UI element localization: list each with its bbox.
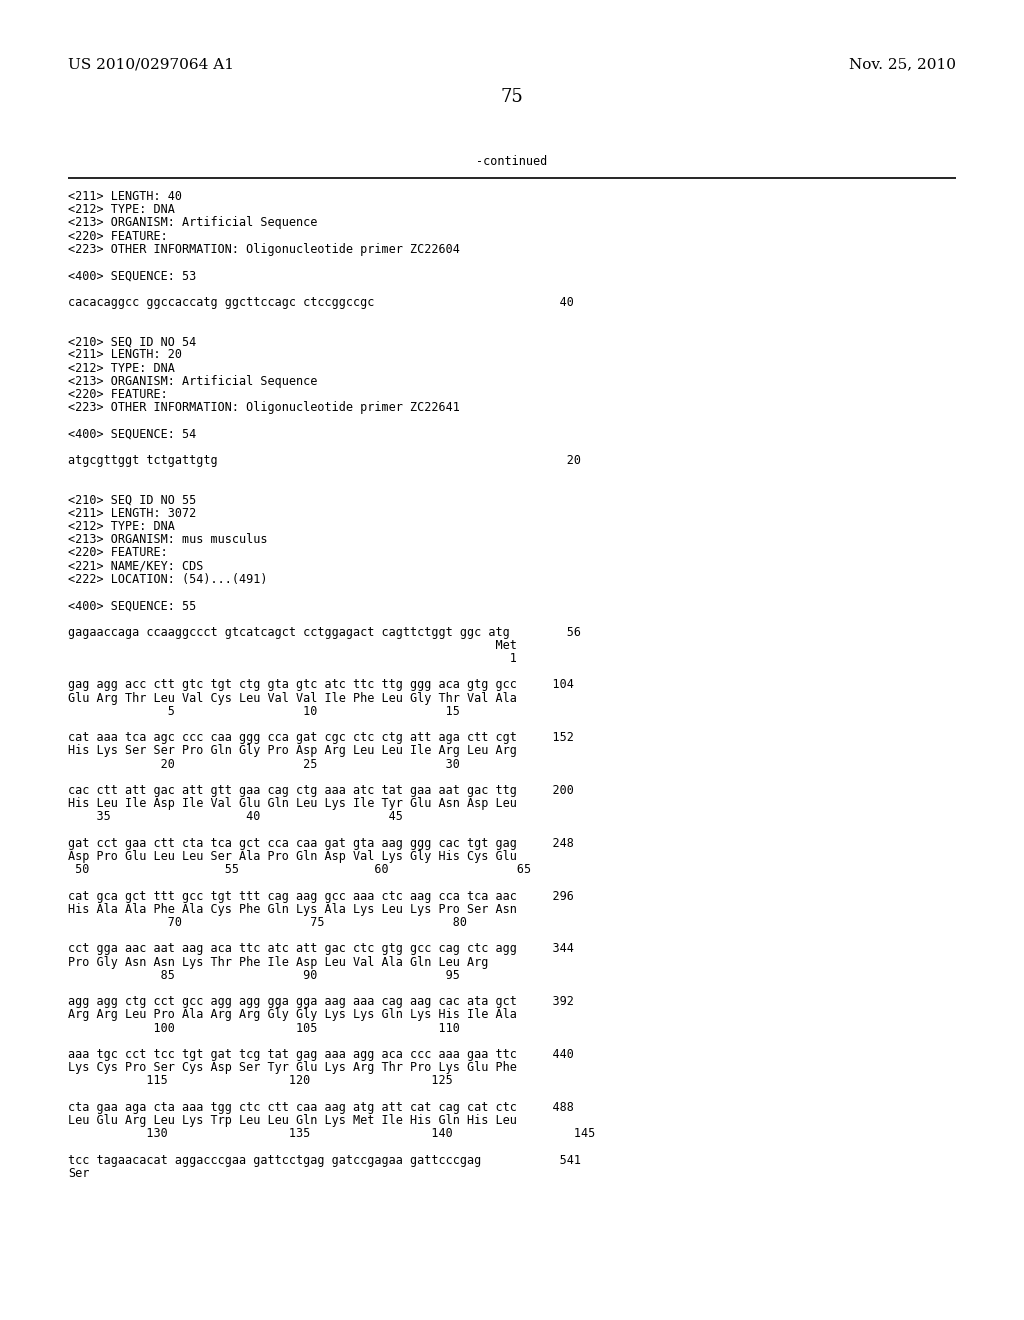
Text: Lys Cys Pro Ser Cys Asp Ser Tyr Glu Lys Arg Thr Pro Lys Glu Phe: Lys Cys Pro Ser Cys Asp Ser Tyr Glu Lys … xyxy=(68,1061,517,1074)
Text: Arg Arg Leu Pro Ala Arg Arg Gly Gly Lys Lys Gln Lys His Ile Ala: Arg Arg Leu Pro Ala Arg Arg Gly Gly Lys … xyxy=(68,1008,517,1022)
Text: <210> SEQ ID NO 55: <210> SEQ ID NO 55 xyxy=(68,494,197,507)
Text: gat cct gaa ctt cta tca gct cca caa gat gta aag ggg cac tgt gag     248: gat cct gaa ctt cta tca gct cca caa gat … xyxy=(68,837,573,850)
Text: cac ctt att gac att gtt gaa cag ctg aaa atc tat gaa aat gac ttg     200: cac ctt att gac att gtt gaa cag ctg aaa … xyxy=(68,784,573,797)
Text: <213> ORGANISM: Artificial Sequence: <213> ORGANISM: Artificial Sequence xyxy=(68,216,317,230)
Text: <212> TYPE: DNA: <212> TYPE: DNA xyxy=(68,520,175,533)
Text: 1: 1 xyxy=(68,652,517,665)
Text: cct gga aac aat aag aca ttc atc att gac ctc gtg gcc cag ctc agg     344: cct gga aac aat aag aca ttc atc att gac … xyxy=(68,942,573,956)
Text: <211> LENGTH: 20: <211> LENGTH: 20 xyxy=(68,348,182,362)
Text: <400> SEQUENCE: 53: <400> SEQUENCE: 53 xyxy=(68,269,197,282)
Text: atgcgttggt tctgattgtg                                                 20: atgcgttggt tctgattgtg 20 xyxy=(68,454,581,467)
Text: <220> FEATURE:: <220> FEATURE: xyxy=(68,388,168,401)
Text: cacacaggcc ggccaccatg ggcttccagc ctccggccgc                          40: cacacaggcc ggccaccatg ggcttccagc ctccggc… xyxy=(68,296,573,309)
Text: 20                  25                  30: 20 25 30 xyxy=(68,758,460,771)
Text: gag agg acc ctt gtc tgt ctg gta gtc atc ttc ttg ggg aca gtg gcc     104: gag agg acc ctt gtc tgt ctg gta gtc atc … xyxy=(68,678,573,692)
Text: Met: Met xyxy=(68,639,517,652)
Text: <223> OTHER INFORMATION: Oligonucleotide primer ZC22604: <223> OTHER INFORMATION: Oligonucleotide… xyxy=(68,243,460,256)
Text: 5                  10                  15: 5 10 15 xyxy=(68,705,460,718)
Text: Nov. 25, 2010: Nov. 25, 2010 xyxy=(849,57,956,71)
Text: 130                 135                 140                 145: 130 135 140 145 xyxy=(68,1127,595,1140)
Text: <220> FEATURE:: <220> FEATURE: xyxy=(68,230,168,243)
Text: <212> TYPE: DNA: <212> TYPE: DNA xyxy=(68,203,175,216)
Text: Asp Pro Glu Leu Leu Ser Ala Pro Gln Asp Val Lys Gly His Cys Glu: Asp Pro Glu Leu Leu Ser Ala Pro Gln Asp … xyxy=(68,850,517,863)
Text: <213> ORGANISM: Artificial Sequence: <213> ORGANISM: Artificial Sequence xyxy=(68,375,317,388)
Text: <211> LENGTH: 40: <211> LENGTH: 40 xyxy=(68,190,182,203)
Text: aaa tgc cct tcc tgt gat tcg tat gag aaa agg aca ccc aaa gaa ttc     440: aaa tgc cct tcc tgt gat tcg tat gag aaa … xyxy=(68,1048,573,1061)
Text: cat gca gct ttt gcc tgt ttt cag aag gcc aaa ctc aag cca tca aac     296: cat gca gct ttt gcc tgt ttt cag aag gcc … xyxy=(68,890,573,903)
Text: <400> SEQUENCE: 54: <400> SEQUENCE: 54 xyxy=(68,428,197,441)
Text: Pro Gly Asn Asn Lys Thr Phe Ile Asp Leu Val Ala Gln Leu Arg: Pro Gly Asn Asn Lys Thr Phe Ile Asp Leu … xyxy=(68,956,488,969)
Text: 100                 105                 110: 100 105 110 xyxy=(68,1022,460,1035)
Text: cta gaa aga cta aaa tgg ctc ctt caa aag atg att cat cag cat ctc     488: cta gaa aga cta aaa tgg ctc ctt caa aag … xyxy=(68,1101,573,1114)
Text: Leu Glu Arg Leu Lys Trp Leu Leu Gln Lys Met Ile His Gln His Leu: Leu Glu Arg Leu Lys Trp Leu Leu Gln Lys … xyxy=(68,1114,517,1127)
Text: <211> LENGTH: 3072: <211> LENGTH: 3072 xyxy=(68,507,197,520)
Text: <220> FEATURE:: <220> FEATURE: xyxy=(68,546,168,560)
Text: Ser: Ser xyxy=(68,1167,89,1180)
Text: <221> NAME/KEY: CDS: <221> NAME/KEY: CDS xyxy=(68,560,204,573)
Text: gagaaccaga ccaaggccct gtcatcagct cctggagact cagttctggt ggc atg        56: gagaaccaga ccaaggccct gtcatcagct cctggag… xyxy=(68,626,581,639)
Text: His Ala Ala Phe Ala Cys Phe Gln Lys Ala Lys Leu Lys Pro Ser Asn: His Ala Ala Phe Ala Cys Phe Gln Lys Ala … xyxy=(68,903,517,916)
Text: His Leu Ile Asp Ile Val Glu Gln Leu Lys Ile Tyr Glu Asn Asp Leu: His Leu Ile Asp Ile Val Glu Gln Leu Lys … xyxy=(68,797,517,810)
Text: <210> SEQ ID NO 54: <210> SEQ ID NO 54 xyxy=(68,335,197,348)
Text: tcc tagaacacat aggacccgaa gattcctgag gatccgagaa gattcccgag           541: tcc tagaacacat aggacccgaa gattcctgag gat… xyxy=(68,1154,581,1167)
Text: 70                  75                  80: 70 75 80 xyxy=(68,916,467,929)
Text: <400> SEQUENCE: 55: <400> SEQUENCE: 55 xyxy=(68,599,197,612)
Text: cat aaa tca agc ccc caa ggg cca gat cgc ctc ctg att aga ctt cgt     152: cat aaa tca agc ccc caa ggg cca gat cgc … xyxy=(68,731,573,744)
Text: <222> LOCATION: (54)...(491): <222> LOCATION: (54)...(491) xyxy=(68,573,267,586)
Text: <213> ORGANISM: mus musculus: <213> ORGANISM: mus musculus xyxy=(68,533,267,546)
Text: 75: 75 xyxy=(501,88,523,106)
Text: -continued: -continued xyxy=(476,154,548,168)
Text: His Lys Ser Ser Pro Gln Gly Pro Asp Arg Leu Leu Ile Arg Leu Arg: His Lys Ser Ser Pro Gln Gly Pro Asp Arg … xyxy=(68,744,517,758)
Text: 50                   55                   60                  65: 50 55 60 65 xyxy=(68,863,531,876)
Text: <223> OTHER INFORMATION: Oligonucleotide primer ZC22641: <223> OTHER INFORMATION: Oligonucleotide… xyxy=(68,401,460,414)
Text: US 2010/0297064 A1: US 2010/0297064 A1 xyxy=(68,57,234,71)
Text: <212> TYPE: DNA: <212> TYPE: DNA xyxy=(68,362,175,375)
Text: agg agg ctg cct gcc agg agg gga gga aag aaa cag aag cac ata gct     392: agg agg ctg cct gcc agg agg gga gga aag … xyxy=(68,995,573,1008)
Text: 115                 120                 125: 115 120 125 xyxy=(68,1074,453,1088)
Text: 85                  90                  95: 85 90 95 xyxy=(68,969,460,982)
Text: 35                   40                  45: 35 40 45 xyxy=(68,810,402,824)
Text: Glu Arg Thr Leu Val Cys Leu Val Val Ile Phe Leu Gly Thr Val Ala: Glu Arg Thr Leu Val Cys Leu Val Val Ile … xyxy=(68,692,517,705)
